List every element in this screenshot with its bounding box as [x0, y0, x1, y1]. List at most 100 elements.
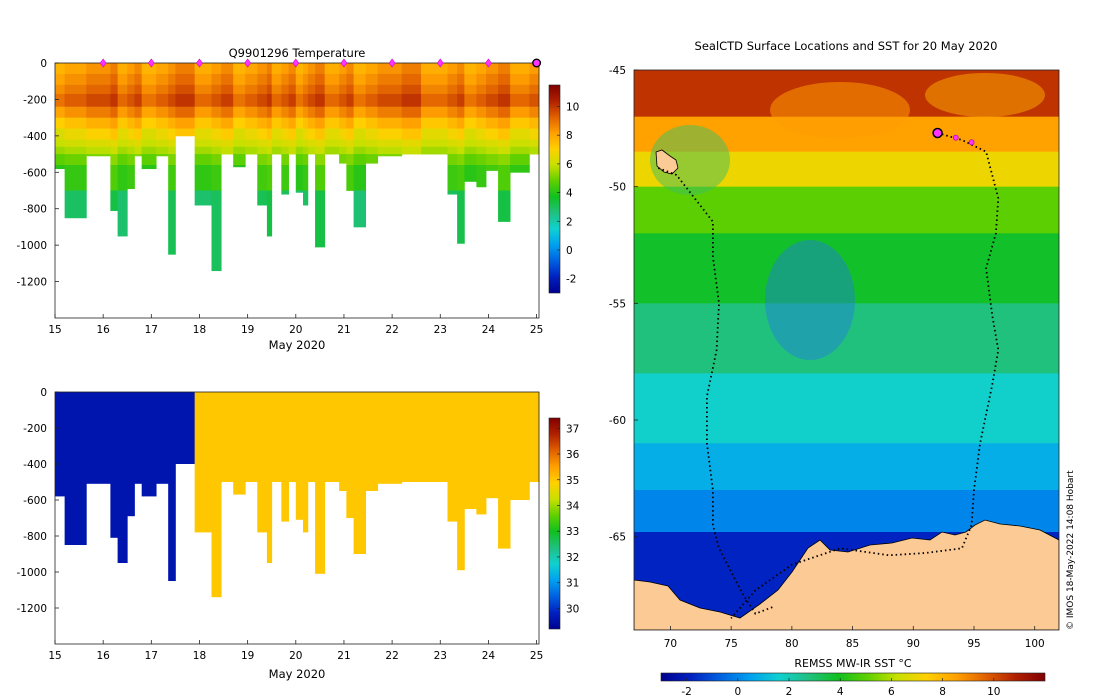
temperature-cell: [365, 93, 379, 108]
temperature-cell: [339, 146, 347, 155]
temperature-panel: Q9901296 Temperature 15 16 17 18 19 20 21 22 23 2…: [16, 46, 579, 352]
sst-colorbar-tick-label: 6: [888, 686, 895, 698]
temperature-cell: [141, 154, 157, 166]
salinity-column: [175, 392, 196, 464]
temperature-cell: [377, 73, 403, 86]
temperature-cell: [110, 84, 119, 95]
temperature-cell: [303, 73, 309, 86]
x-tick-label: 19: [241, 650, 254, 662]
sst-map-panel: SealCTD Surface Locations and SST for 20…: [609, 39, 1076, 698]
temperature-cell: [377, 84, 403, 95]
profile-marker: [99, 58, 107, 68]
temperature-cell: [221, 146, 234, 155]
temperature-cell: [194, 63, 212, 75]
temperature-cell: [315, 146, 326, 155]
temperature-cell: [194, 117, 212, 129]
temperature-cell: [127, 165, 135, 190]
salinity-column: [353, 392, 367, 554]
temperature-cell: [377, 93, 403, 108]
profile-marker: [147, 58, 155, 68]
colorbar-tick-label: 31: [566, 578, 579, 590]
temperature-cell: [476, 63, 487, 75]
temperature-cell: [110, 128, 119, 140]
lon-tick-label: 85: [846, 638, 859, 650]
temperature-cell: [110, 165, 119, 191]
salinity-column: [307, 392, 316, 482]
temperature-cell: [141, 63, 157, 75]
salinity-column: [110, 392, 119, 538]
salinity-column: [288, 392, 297, 482]
temperature-cell: [245, 84, 258, 95]
seal-track-east: [730, 132, 1000, 619]
colorbar-tick-label: 4: [566, 188, 573, 200]
colorbar-tick-label: 6: [566, 159, 573, 171]
sst-colorbar: [660, 672, 1046, 682]
temperature-cell: [510, 93, 530, 108]
temperature-cell: [401, 93, 422, 108]
temperature-cell: [55, 128, 66, 140]
temperature-cell: [346, 84, 354, 95]
temperature-cell: [86, 146, 111, 155]
y-tick-label: -400: [23, 459, 47, 471]
temperature-xlabel: May 2020: [269, 338, 326, 352]
temperature-cell: [303, 63, 309, 75]
temperature-cell: [464, 106, 477, 119]
salinity-column: [365, 392, 379, 491]
temperature-cell: [476, 154, 487, 166]
temperature-cell: [127, 117, 135, 129]
warm-eddy: [770, 82, 910, 138]
salinity-column: [55, 392, 66, 497]
temperature-cell: [324, 139, 340, 148]
temperature-cell: [324, 84, 340, 95]
temperature-cell: [257, 106, 268, 119]
map-frame: [633, 69, 1060, 631]
temperature-cell: [464, 165, 477, 182]
x-tick-label: 17: [145, 324, 158, 336]
temperature-cell: [486, 139, 499, 148]
temperature-cell: [233, 146, 246, 155]
colorbar-tick-label: 8: [566, 130, 573, 142]
temperature-cell: [257, 117, 268, 129]
lon-tick-label: 80: [785, 638, 798, 650]
temperature-cell: [510, 128, 530, 140]
temperature-cell: [447, 146, 458, 155]
temperature-cell: [233, 165, 246, 168]
temperature-cell: [117, 84, 128, 95]
temperature-cell: [377, 106, 403, 119]
temperature-cell: [365, 128, 379, 140]
temperature-cell: [245, 139, 258, 148]
temperature-cell: [117, 93, 128, 108]
x-tick-label: 16: [96, 324, 110, 336]
temperature-cell: [457, 139, 465, 148]
temperature-cell: [156, 128, 169, 140]
x-tick-label: 23: [434, 324, 447, 336]
temperature-cell: [464, 128, 477, 140]
temperature-cell: [64, 165, 87, 191]
temperature-cell: [233, 84, 246, 95]
temperature-columns: [55, 63, 539, 272]
temperature-cell: [211, 139, 222, 148]
temperature-cell: [303, 106, 309, 119]
temperature-cell: [529, 117, 539, 129]
temperature-cell: [271, 106, 282, 119]
temperature-cell: [211, 93, 222, 108]
latest-profile-marker: [532, 58, 542, 68]
temperature-cell: [117, 165, 128, 191]
lon-tick-label: 95: [967, 638, 980, 650]
sst-colorbar-ticks: -2 0 2 4 6 8 10: [681, 678, 1000, 698]
salinity-column: [377, 392, 403, 484]
temperature-cell: [457, 93, 465, 108]
profile-marker: [485, 58, 492, 68]
temperature-cell: [457, 73, 465, 86]
y-tick-label: -600: [23, 495, 47, 507]
temperature-cell: [175, 117, 196, 129]
temperature-cell: [303, 84, 309, 95]
temperature-cell: [365, 117, 379, 129]
temperature-cell: [266, 146, 273, 155]
temperature-cell: [510, 154, 530, 166]
temperature-cell: [141, 117, 157, 129]
temperature-cell: [486, 165, 499, 171]
temperature-cell: [271, 84, 282, 95]
temperature-cell: [156, 154, 169, 157]
temperature-cell: [156, 106, 169, 119]
